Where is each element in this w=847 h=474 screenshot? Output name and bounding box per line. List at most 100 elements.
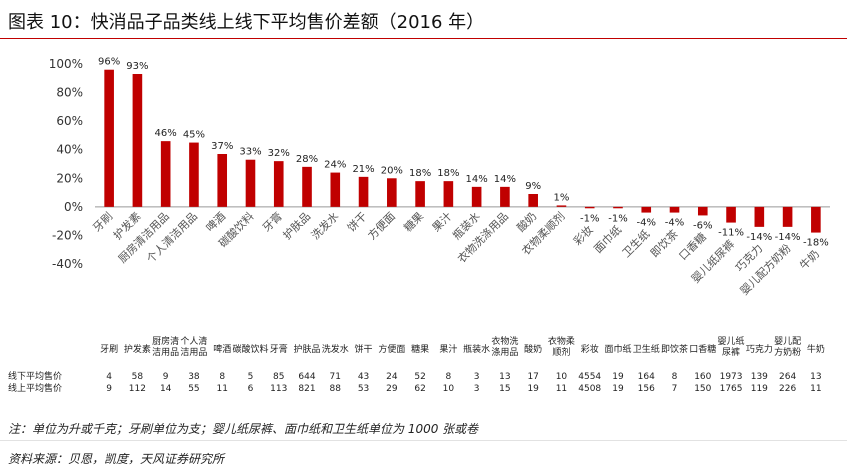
table-header-cell: 婴儿纸尿裤 (718, 335, 745, 358)
data-label: 14% (466, 174, 488, 185)
chart-note: 注：单位为升或千克；牙刷单位为支；婴儿纸尿裤、面巾纸和卫生纸单位为 1000 张… (8, 422, 479, 436)
data-label: 21% (352, 164, 374, 175)
footer-divider (0, 440, 847, 441)
bar (104, 69, 114, 207)
table-cell: 821 (298, 384, 315, 394)
table-cell: 160 (694, 372, 711, 382)
bar (189, 142, 199, 207)
y-tick-label: 20% (56, 171, 83, 185)
data-label: 96% (98, 57, 120, 68)
table-cell: 13 (810, 372, 821, 382)
x-category-label: 卫生纸 (619, 227, 652, 260)
table-row-label: 线上平均售价 (8, 382, 62, 394)
x-category-label: 护肤品 (280, 209, 313, 242)
table-cell: 164 (638, 372, 655, 382)
table-cell: 17 (527, 372, 538, 382)
data-label: 20% (381, 165, 403, 176)
bar (302, 166, 312, 207)
bar (782, 206, 793, 227)
bar (245, 159, 256, 207)
bar (613, 206, 623, 209)
table-header-cell: 酸奶 (524, 343, 542, 355)
x-category-label: 糖果 (401, 209, 426, 234)
y-tick-label: -20% (52, 228, 83, 242)
x-category-label: 啤酒 (203, 209, 228, 234)
table-cell: 10 (556, 372, 568, 382)
data-label: 46% (155, 128, 177, 139)
bar (669, 206, 680, 213)
data-label: -14% (775, 232, 801, 243)
table-header-cell: 牙膏 (270, 343, 288, 355)
table-header-cell: 卫生纸 (633, 343, 660, 355)
data-label: 9% (525, 181, 541, 192)
table-cell: 88 (330, 384, 342, 394)
x-category-label: 洗发水 (308, 209, 341, 242)
bar (811, 206, 821, 233)
table-cell: 6 (248, 384, 254, 394)
data-label: -1% (608, 213, 627, 224)
bar (387, 178, 397, 207)
data-label: 93% (126, 61, 148, 72)
table-cell: 4508 (578, 384, 601, 394)
bar (500, 186, 510, 207)
data-label: -11% (718, 228, 744, 239)
table-cell: 3 (474, 384, 480, 394)
table-cell: 644 (298, 372, 315, 382)
table-cell: 4 (106, 372, 112, 382)
table-header-cell: 方便面 (378, 343, 405, 355)
table-header-cell: 衣物洗涤用品 (491, 335, 518, 358)
table-cell: 52 (414, 372, 425, 382)
data-label: -14% (746, 232, 772, 243)
table-cell: 58 (132, 372, 144, 382)
y-tick-label: 100% (49, 57, 83, 71)
table-header-cell: 啤酒 (213, 343, 231, 355)
table-cell: 14 (160, 384, 172, 394)
table-cell: 139 (751, 372, 768, 382)
table-cell: 19 (612, 384, 624, 394)
y-tick-label: 40% (56, 143, 83, 157)
table-cell: 38 (188, 372, 200, 382)
table-header-cell: 巧克力 (746, 343, 773, 355)
table-header-cell: 护发素 (124, 343, 151, 355)
table-header-cell: 果汁 (439, 343, 457, 355)
table-cell: 11 (556, 384, 567, 394)
table-header-cell: 彩妆 (581, 343, 599, 355)
data-label: 1% (554, 192, 570, 203)
table-cell: 1973 (720, 372, 743, 382)
data-label: 32% (268, 148, 290, 159)
table-cell: 264 (779, 372, 796, 382)
chart-source: 资料来源：贝恩，凯度，天风证券研究所 (8, 452, 225, 466)
data-label: 37% (211, 141, 233, 152)
data-label: 33% (239, 147, 261, 158)
table-header-cell: 厨房清洁用品 (152, 335, 179, 358)
data-label: 24% (324, 160, 346, 171)
table-cell: 113 (270, 384, 287, 394)
table-cell: 3 (474, 372, 480, 382)
table-cell: 43 (358, 372, 369, 382)
x-category-label: 即饮茶 (648, 228, 681, 261)
bar (132, 74, 143, 207)
data-label: 28% (296, 154, 318, 165)
table-cell: 112 (129, 384, 146, 394)
table-cell: 150 (694, 384, 711, 394)
table-cell: 1765 (720, 384, 743, 394)
price-gap-bar-chart: 100% 80% 60% 40% 20% 0% -20% -40% 96% 牙刷 93% 护发素 46%… (8, 57, 830, 394)
x-category-label: 牙刷 (91, 210, 116, 235)
table-cell: 156 (638, 384, 655, 394)
x-category-label: 酸奶 (514, 209, 539, 234)
table-cell: 8 (219, 372, 225, 382)
bar (217, 154, 228, 207)
table-cell: 9 (163, 372, 169, 382)
bar (443, 181, 454, 207)
table-cell: 9 (106, 384, 112, 394)
table-cell: 19 (612, 372, 624, 382)
table-header-cell: 个人清洁用品 (180, 335, 207, 358)
table-cell: 8 (672, 372, 678, 382)
x-category-label: 牙膏 (259, 209, 284, 234)
table-cell: 29 (386, 384, 398, 394)
table-cell: 8 (445, 372, 451, 382)
table-header-cell: 饼干 (355, 343, 373, 355)
bar (160, 141, 171, 207)
table-cell: 19 (527, 384, 539, 394)
table-header-cell: 牛奶 (807, 343, 825, 355)
